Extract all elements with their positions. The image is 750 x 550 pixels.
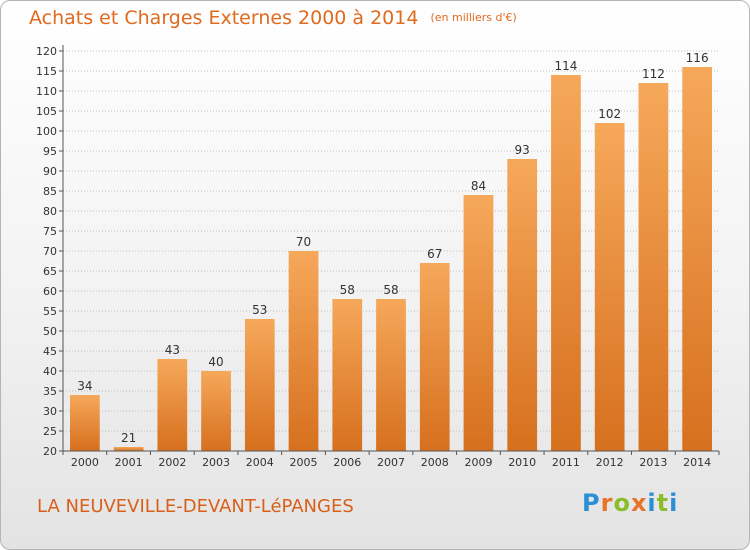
data-label-2005: 70 (296, 235, 311, 249)
y-tick-label: 20 (43, 445, 57, 458)
x-tick-label: 2006 (333, 456, 361, 469)
y-tick-label: 115 (36, 65, 57, 78)
data-label-2012: 102 (598, 107, 621, 121)
logo-letter: t (656, 489, 670, 517)
y-tick-label: 45 (43, 345, 57, 358)
data-label-2007: 58 (383, 283, 398, 297)
x-tick-label: 2010 (508, 456, 536, 469)
x-tick-label: 2007 (377, 456, 405, 469)
y-tick-label: 50 (43, 325, 57, 338)
bar-2006 (332, 299, 363, 451)
y-tick-label: 120 (36, 45, 57, 58)
logo-letter: x (630, 489, 648, 517)
data-label-2014: 116 (686, 51, 709, 65)
y-tick-label: 95 (43, 145, 57, 158)
bar-2005 (288, 251, 319, 451)
y-tick-label: 30 (43, 405, 57, 418)
bar-2003 (201, 371, 231, 451)
x-tick-label: 2014 (683, 456, 711, 469)
data-label-2009: 84 (471, 179, 486, 193)
data-label-2008: 67 (427, 247, 442, 261)
bar-2004 (244, 319, 275, 451)
data-label-2002: 43 (165, 343, 180, 357)
bar-2008 (419, 263, 450, 451)
data-label-2006: 58 (340, 283, 355, 297)
chart-title: Achats et Charges Externes 2000 à 2014 (29, 7, 419, 29)
bar-2007 (376, 299, 406, 451)
x-tick-label: 2003 (202, 456, 230, 469)
chart-unit: (en milliers d'€) (430, 11, 517, 24)
bar-2013 (638, 83, 669, 451)
bar-2014 (682, 67, 713, 451)
x-tick-label: 2000 (71, 456, 99, 469)
data-label-2000: 34 (77, 379, 92, 393)
y-tick-label: 105 (36, 105, 57, 118)
logo-letter: P (582, 489, 601, 517)
data-label-2004: 53 (252, 303, 267, 317)
bar-layer: 34 21 43 40 53 70 58 58 67 84 93 114 102 112 116 (69, 51, 713, 451)
bar-2001 (113, 447, 144, 451)
y-tick-label: 55 (43, 305, 57, 318)
commune-name: LA NEUVEVILLE-DEVANT-LéPANGES (37, 496, 354, 517)
logo-letter: i (669, 489, 679, 517)
y-tick-label: 40 (43, 365, 57, 378)
y-tick-label: 100 (36, 125, 57, 138)
y-tick-label: 110 (36, 85, 57, 98)
y-tick-label: 85 (43, 185, 57, 198)
bar-2010 (507, 159, 538, 451)
y-tick-label: 65 (43, 265, 57, 278)
axis-layer: 20 25 30 35 40 45 50 55 60 65 70 75 80 85 90 95 100 105 11… (36, 45, 720, 469)
logo-letter: i (647, 489, 657, 517)
logo-letter: o (613, 489, 631, 517)
x-tick-label: 2001 (115, 456, 143, 469)
chart-title-block: Achats et Charges Externes 2000 à 2014 (… (29, 7, 517, 29)
y-tick-label: 70 (43, 245, 57, 258)
x-tick-label: 2011 (552, 456, 580, 469)
x-tick-label: 2008 (421, 456, 449, 469)
bar-2000 (69, 395, 100, 451)
x-tick-label: 2012 (596, 456, 624, 469)
y-tick-label: 60 (43, 285, 57, 298)
y-tick-label: 90 (43, 165, 57, 178)
data-label-2001: 21 (121, 431, 136, 445)
y-tick-label: 35 (43, 385, 57, 398)
y-tick-label: 80 (43, 205, 57, 218)
data-label-2010: 93 (515, 143, 530, 157)
proxiti-logo: Proxiti (582, 489, 678, 517)
x-tick-label: 2009 (464, 456, 492, 469)
data-label-2013: 112 (642, 67, 665, 81)
bar-2012 (594, 123, 625, 451)
data-label-2003: 40 (208, 355, 223, 369)
x-tick-label: 2013 (639, 456, 667, 469)
y-tick-label: 25 (43, 425, 57, 438)
y-tick-label: 75 (43, 225, 57, 238)
bar-2011 (551, 75, 581, 451)
logo-letter: r (600, 489, 614, 517)
x-tick-label: 2004 (246, 456, 274, 469)
bar-2002 (157, 359, 188, 451)
x-tick-label: 2005 (290, 456, 318, 469)
data-label-2011: 114 (554, 59, 577, 73)
bar-2009 (463, 195, 494, 451)
x-tick-label: 2002 (158, 456, 186, 469)
